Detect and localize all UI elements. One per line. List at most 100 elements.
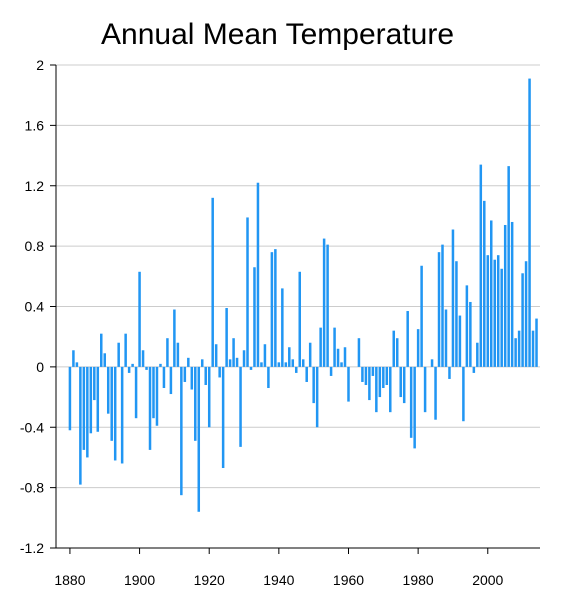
bar xyxy=(232,338,235,367)
bar xyxy=(103,353,106,367)
bar xyxy=(375,366,378,413)
bar xyxy=(503,224,507,367)
bar xyxy=(486,255,490,367)
bar xyxy=(141,350,145,367)
bar xyxy=(124,333,127,367)
bar xyxy=(347,366,350,402)
bar xyxy=(448,366,451,379)
y-tick-label: 0.8 xyxy=(25,238,45,254)
bar xyxy=(451,229,455,367)
bar xyxy=(214,344,218,367)
bar xyxy=(194,366,197,441)
bar xyxy=(483,200,486,367)
bar xyxy=(127,366,131,373)
bar xyxy=(465,285,469,367)
bar xyxy=(305,366,308,382)
bar xyxy=(180,366,183,496)
bar xyxy=(472,366,476,373)
bar xyxy=(106,366,110,414)
x-tick-labels: 1880 1900 1920 1940 1960 1980 2000 xyxy=(54,572,503,588)
bar xyxy=(183,366,187,382)
bar xyxy=(301,359,305,367)
bar xyxy=(458,315,462,367)
bar xyxy=(364,366,368,385)
bar xyxy=(524,261,528,367)
bar xyxy=(476,342,479,367)
bar xyxy=(455,261,458,367)
y-tick-labels: -1.2 -0.8 -0.4 0 0.4 0.8 1.2 1.6 2 xyxy=(20,57,44,556)
bar xyxy=(434,366,437,420)
bar xyxy=(409,366,413,438)
bar xyxy=(357,338,361,367)
bar xyxy=(267,366,270,389)
bar xyxy=(173,309,176,367)
bar xyxy=(110,366,113,441)
bar xyxy=(200,359,204,367)
bars xyxy=(68,78,538,512)
bar xyxy=(249,366,253,370)
bar xyxy=(190,366,194,390)
bar xyxy=(322,238,326,367)
bar xyxy=(274,249,277,367)
y-tick-label: -0.4 xyxy=(20,419,44,435)
bar xyxy=(441,244,444,367)
bar xyxy=(420,265,423,367)
bar xyxy=(134,366,138,419)
bar xyxy=(89,366,93,434)
bar xyxy=(159,363,162,367)
bar xyxy=(68,366,72,431)
x-tick-label: 1940 xyxy=(263,572,294,588)
bar xyxy=(493,259,496,367)
bar xyxy=(500,268,503,367)
bar xyxy=(225,308,228,367)
bar xyxy=(218,366,221,378)
bar xyxy=(162,366,166,389)
y-tick-label: 0.4 xyxy=(25,299,45,315)
bar xyxy=(336,348,340,367)
bar xyxy=(260,362,263,367)
bar xyxy=(430,359,434,367)
bar xyxy=(145,366,148,370)
bar xyxy=(340,362,343,367)
x-tick-label: 1980 xyxy=(403,572,434,588)
bar xyxy=(521,273,524,367)
bar xyxy=(312,366,315,404)
bar xyxy=(469,301,472,367)
bar xyxy=(117,342,120,367)
bar xyxy=(207,366,211,428)
bar xyxy=(221,366,225,469)
bar xyxy=(235,357,239,367)
bar xyxy=(326,244,329,367)
bar xyxy=(490,220,493,367)
bar xyxy=(138,271,141,367)
bar xyxy=(517,330,521,367)
bar xyxy=(148,366,152,450)
y-tick-label: -1.2 xyxy=(20,540,44,556)
bar xyxy=(444,309,448,367)
y-tick-label: -0.8 xyxy=(20,480,44,496)
y-tick-label: 1.6 xyxy=(25,117,45,133)
bar xyxy=(277,362,281,367)
bar xyxy=(263,344,267,367)
y-tick-label: 0 xyxy=(36,359,44,375)
bar xyxy=(319,327,322,367)
bar xyxy=(535,318,538,367)
bar xyxy=(113,366,117,461)
bar xyxy=(284,362,288,367)
bar xyxy=(389,366,392,413)
bar xyxy=(242,350,246,367)
bar xyxy=(402,366,406,404)
bar xyxy=(291,359,295,367)
bar xyxy=(315,366,319,428)
bar xyxy=(239,366,242,447)
bar xyxy=(361,366,364,382)
bar xyxy=(382,366,385,389)
bar xyxy=(155,366,159,426)
axes xyxy=(50,64,540,554)
bar xyxy=(298,271,301,367)
bar xyxy=(86,366,89,458)
bar xyxy=(462,366,465,422)
bar xyxy=(437,252,441,367)
bar xyxy=(531,330,535,367)
